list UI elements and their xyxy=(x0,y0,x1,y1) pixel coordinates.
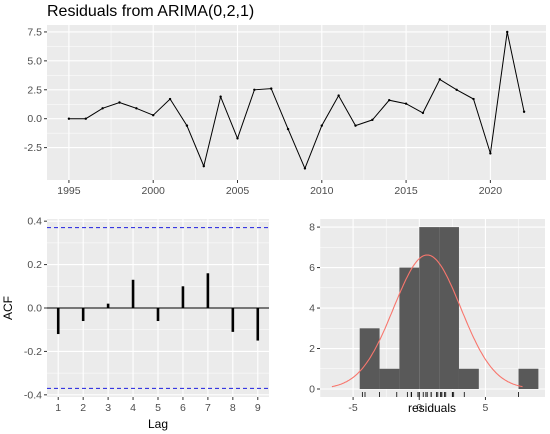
residual-plot-ticks: 1995 2000 2005 2010 2015 2020 -2.5 0.0 2.5 5.0 7.5 xyxy=(24,26,502,197)
residual-point xyxy=(303,167,307,170)
x-tick-label: 2000 xyxy=(142,185,166,197)
histogram-plot-ticks: 0 2 4 6 8 -5 0 5 xyxy=(309,222,488,414)
residual-point xyxy=(253,88,256,91)
histogram-plot-marks xyxy=(331,227,539,397)
y-tick-label: 0.2 xyxy=(27,259,42,271)
residual-point xyxy=(337,94,340,97)
x-tick-label: 2020 xyxy=(479,185,503,197)
residual-point xyxy=(202,164,205,168)
x-tick-label: 2 xyxy=(80,402,86,414)
histogram-bar xyxy=(518,368,539,389)
x-tick-label: 5 xyxy=(483,402,489,414)
y-tick-label: 0.0 xyxy=(27,303,42,315)
x-tick-label: 7 xyxy=(205,402,211,414)
residual-point xyxy=(506,30,509,34)
y-tick-label: 2.5 xyxy=(27,84,42,96)
histogram-panel: 0 2 4 6 8 -5 0 5 residuals xyxy=(309,219,545,415)
residual-point xyxy=(371,118,374,122)
residual-point xyxy=(286,127,290,131)
residual-plot-background xyxy=(47,25,546,180)
y-tick-label: 0.0 xyxy=(27,113,42,125)
histogram-bar xyxy=(379,368,400,389)
y-tick-label: 2 xyxy=(309,343,315,355)
y-tick-label: -0.4 xyxy=(24,389,42,401)
residual-point xyxy=(118,101,121,104)
residual-point xyxy=(168,97,172,101)
residual-point xyxy=(185,124,189,127)
y-tick-label: 4 xyxy=(309,303,315,315)
residual-series-line xyxy=(68,31,525,170)
x-tick-label: 5 xyxy=(155,402,161,414)
y-tick-label: 0.4 xyxy=(27,216,42,228)
histogram-x-axis-label: residuals xyxy=(408,401,456,415)
residual-point xyxy=(84,117,87,120)
y-tick-label: 7.5 xyxy=(27,26,42,38)
x-tick-label: 1995 xyxy=(57,185,81,197)
residual-point xyxy=(270,87,273,90)
acf-y-axis-label: ACF xyxy=(1,296,15,320)
x-tick-label: 2015 xyxy=(394,185,418,197)
acf-panel: -0.4 -0.2 0.0 0.2 0.4 1 2 3 4 5 6 7 8 9 Lag ACF xyxy=(1,216,269,431)
acf-plot-bars xyxy=(47,227,269,389)
y-tick-label: 8 xyxy=(309,222,315,234)
x-tick-label: 1 xyxy=(55,402,61,414)
acf-x-axis-label: Lag xyxy=(148,417,168,431)
residual-timeseries-panel: Residuals from ARIMA(0,2,1) 1995 2000 2005… xyxy=(24,3,546,197)
histogram-bar xyxy=(419,227,440,389)
y-tick-label: -0.2 xyxy=(24,346,42,358)
residual-plot-series xyxy=(67,30,526,170)
residual-point xyxy=(320,124,323,127)
y-tick-label: 0 xyxy=(309,384,315,396)
residual-point xyxy=(67,117,71,120)
residual-point xyxy=(152,114,155,117)
residual-point xyxy=(421,111,425,115)
residual-point xyxy=(455,88,458,91)
y-tick-label: 5.0 xyxy=(27,55,42,67)
residual-point xyxy=(522,110,526,113)
residual-point xyxy=(101,107,104,110)
residual-point xyxy=(219,95,222,98)
residual-point xyxy=(236,137,239,140)
x-tick-label: 9 xyxy=(255,402,261,414)
residual-point xyxy=(404,102,408,105)
x-tick-label: 4 xyxy=(130,402,136,414)
acf-plot-ticks: -0.4 -0.2 0.0 0.2 0.4 1 2 3 4 5 6 7 8 9 xyxy=(24,216,261,414)
residual-point xyxy=(438,78,441,81)
residual-point xyxy=(135,107,138,110)
x-tick-label: 0 xyxy=(416,402,422,414)
histogram-bar xyxy=(458,368,479,389)
x-tick-label: 2010 xyxy=(310,185,334,197)
x-tick-label: 8 xyxy=(230,402,236,414)
residual-point xyxy=(472,97,475,101)
histogram-bar xyxy=(439,227,459,389)
residual-point xyxy=(388,98,391,102)
x-tick-label: 6 xyxy=(180,402,186,414)
y-tick-label: 6 xyxy=(309,262,315,274)
x-tick-label: 3 xyxy=(105,402,111,414)
x-tick-label: -5 xyxy=(348,402,357,414)
residual-plot-title: Residuals from ARIMA(0,2,1) xyxy=(47,3,254,20)
residual-point xyxy=(354,124,357,127)
histogram-bar xyxy=(399,267,420,389)
normal-density-curve xyxy=(331,254,523,388)
residual-point xyxy=(489,152,492,155)
y-tick-label: -2.5 xyxy=(24,142,42,154)
x-tick-label: 2005 xyxy=(226,185,250,197)
